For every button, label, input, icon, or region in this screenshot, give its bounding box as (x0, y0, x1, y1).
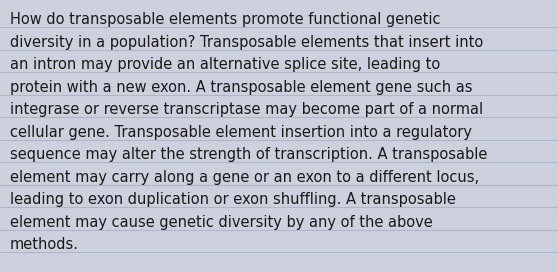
Text: element may cause genetic diversity by any of the above: element may cause genetic diversity by a… (10, 215, 433, 230)
Text: element may carry along a gene or an exon to a different locus,: element may carry along a gene or an exo… (10, 170, 479, 185)
Text: protein with a new exon. A transposable element gene such as: protein with a new exon. A transposable … (10, 80, 473, 95)
Text: How do transposable elements promote functional genetic: How do transposable elements promote fun… (10, 12, 440, 27)
Text: an intron may provide an alternative splice site, leading to: an intron may provide an alternative spl… (10, 57, 440, 72)
Text: diversity in a population? Transposable elements that insert into: diversity in a population? Transposable … (10, 35, 483, 50)
Text: integrase or reverse transcriptase may become part of a normal: integrase or reverse transcriptase may b… (10, 102, 483, 117)
Text: leading to exon duplication or exon shuffling. A transposable: leading to exon duplication or exon shuf… (10, 192, 456, 207)
Text: sequence may alter the strength of transcription. A transposable: sequence may alter the strength of trans… (10, 147, 487, 162)
Text: cellular gene. Transposable element insertion into a regulatory: cellular gene. Transposable element inse… (10, 125, 472, 140)
Text: methods.: methods. (10, 237, 79, 252)
